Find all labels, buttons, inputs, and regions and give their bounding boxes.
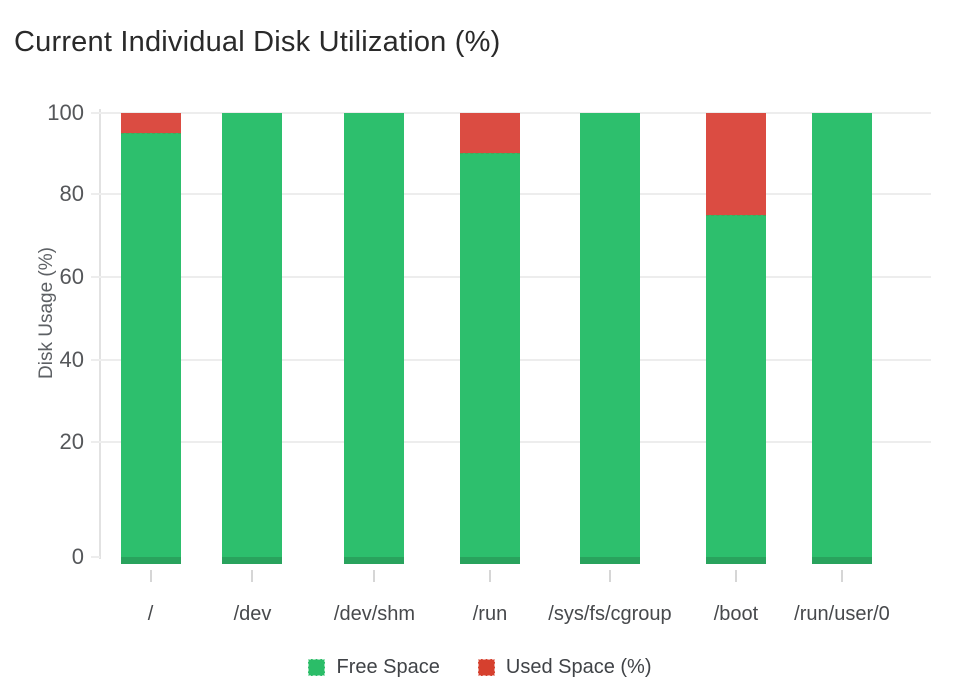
x-axis-label: / bbox=[147, 603, 154, 625]
x-tick bbox=[734, 570, 737, 582]
bar-segment-used[interactable] bbox=[459, 113, 520, 154]
bar-segment-free[interactable] bbox=[811, 113, 872, 557]
x-axis-label: /run bbox=[472, 603, 508, 625]
bar-group[interactable] bbox=[222, 113, 283, 564]
legend-label: Used Space (%) bbox=[505, 655, 652, 678]
bar-base-edge bbox=[705, 557, 766, 564]
legend-label: Free Space bbox=[336, 655, 440, 678]
y-tick-label: 0 bbox=[71, 544, 84, 569]
legend: Free Space Used Space (%) bbox=[0, 650, 960, 684]
bar-base-edge bbox=[459, 557, 520, 564]
x-tick bbox=[840, 570, 843, 582]
x-axis-label: /dev/shm bbox=[333, 603, 416, 625]
y-tick-label: 100 bbox=[47, 100, 84, 125]
bar-group[interactable] bbox=[344, 113, 405, 564]
y-axis-title: Disk Usage (%) bbox=[36, 247, 57, 379]
gridline bbox=[91, 556, 100, 558]
plot-area bbox=[91, 112, 931, 564]
y-tick-label: 40 bbox=[59, 346, 84, 372]
x-tick bbox=[488, 570, 491, 582]
x-tick bbox=[373, 570, 376, 582]
bar-group[interactable] bbox=[705, 113, 766, 564]
bar-segment-free[interactable] bbox=[222, 113, 283, 557]
y-tick-label: 20 bbox=[59, 429, 84, 454]
bar-group[interactable] bbox=[579, 113, 640, 564]
bar-segment-used[interactable] bbox=[120, 113, 181, 134]
bar-group[interactable] bbox=[459, 113, 520, 564]
bar-base-edge bbox=[579, 557, 640, 564]
x-axis-label: /boot bbox=[713, 603, 759, 625]
bar-group[interactable] bbox=[120, 113, 181, 564]
legend-item[interactable]: Free Space bbox=[308, 655, 440, 679]
legend-item[interactable]: Used Space (%) bbox=[477, 655, 652, 679]
x-tick bbox=[149, 570, 152, 582]
bar-segment-free[interactable] bbox=[579, 113, 640, 557]
bar-base-edge bbox=[120, 557, 181, 564]
bar-group[interactable] bbox=[811, 113, 872, 564]
y-axis-line bbox=[99, 109, 101, 559]
legend-swatch-icon bbox=[477, 658, 495, 676]
x-axis-label: /sys/fs/cgroup bbox=[548, 603, 672, 625]
x-axis-label: /run/user/0 bbox=[794, 603, 890, 625]
chart-title: Current Individual Disk Utilization (%) bbox=[14, 26, 501, 58]
bar-base-edge bbox=[344, 557, 405, 564]
legend-swatch-icon bbox=[308, 658, 326, 676]
y-tick-label: 60 bbox=[59, 264, 84, 289]
bar-segment-used[interactable] bbox=[705, 113, 766, 215]
bar-segment-free[interactable] bbox=[459, 153, 520, 557]
x-tick bbox=[251, 570, 254, 582]
bar-segment-free[interactable] bbox=[344, 113, 405, 557]
bar-segment-free[interactable] bbox=[120, 133, 181, 557]
x-axis-label: /dev bbox=[233, 603, 272, 625]
y-tick-label: 80 bbox=[59, 180, 84, 206]
bar-segment-free[interactable] bbox=[705, 214, 766, 557]
bar-base-edge bbox=[811, 557, 872, 564]
x-tick bbox=[608, 570, 611, 582]
bar-base-edge bbox=[222, 557, 283, 564]
